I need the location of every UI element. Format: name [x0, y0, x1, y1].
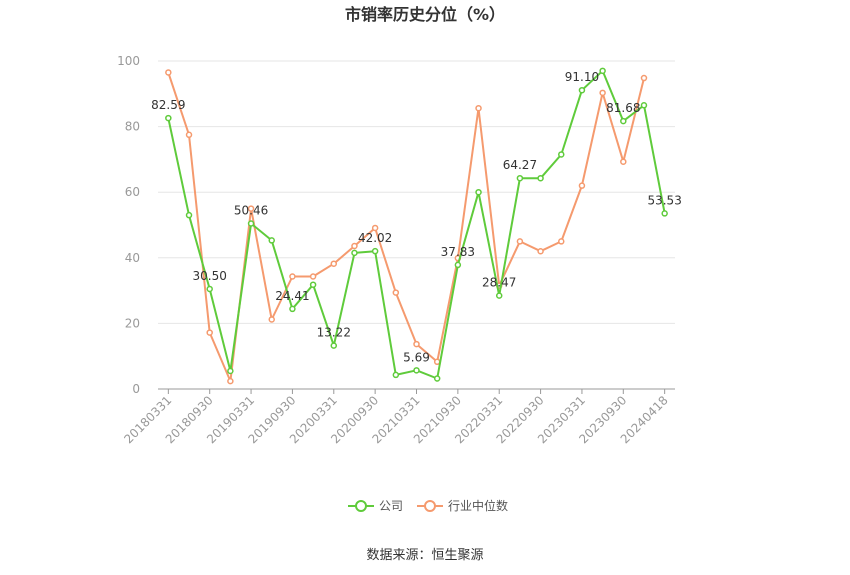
data-point-0 — [558, 151, 565, 158]
y-tick-label: 80 — [125, 120, 140, 134]
data-point-0 — [185, 211, 193, 219]
data-point-0 — [309, 281, 317, 288]
data-point-0 — [206, 285, 213, 293]
data-point-1 — [309, 273, 317, 280]
data-point-0 — [599, 67, 606, 75]
data-point-1 — [227, 377, 234, 385]
legend-item-0[interactable]: 公司 — [348, 499, 403, 513]
data-point-1 — [578, 182, 586, 189]
data-point-1 — [392, 289, 400, 296]
y-tick-label: 20 — [125, 316, 140, 330]
data-label: 13.22 — [317, 326, 351, 340]
data-labels: 82.59 30.50 50.46 24.41 13.22 42.02 5.69 37.83 2… — [151, 70, 682, 364]
legend-marker — [355, 500, 367, 512]
legend[interactable]: 公司 行业中位数 — [348, 498, 508, 513]
data-label: 64.27 — [503, 158, 537, 172]
data-point-0 — [620, 117, 627, 125]
data-point-0 — [578, 86, 586, 94]
data-point-1 — [165, 69, 172, 76]
data-point-1 — [351, 242, 358, 250]
data-label: 28.47 — [482, 276, 516, 290]
data-point-1 — [475, 104, 482, 112]
data-point-1 — [413, 340, 420, 348]
data-label: 30.50 — [193, 269, 227, 283]
y-tick-label: 0 — [132, 382, 140, 396]
data-point-0 — [537, 174, 544, 182]
data-point-0 — [413, 367, 420, 374]
data-point-1 — [558, 238, 565, 245]
series-line-1 — [167, 72, 645, 383]
series-line-0 — [167, 69, 666, 380]
data-point-1 — [640, 74, 648, 82]
y-tick-label: 100 — [117, 54, 140, 68]
data-point-1 — [371, 224, 379, 232]
data-label: 82.59 — [151, 98, 185, 112]
data-label: 24.41 — [275, 289, 309, 303]
source-text: 数据来源：恒生聚源 — [366, 548, 483, 563]
data-point-1 — [620, 158, 627, 165]
data-point-0 — [640, 102, 648, 109]
legend-marker — [424, 500, 436, 512]
data-point-0 — [227, 367, 234, 375]
data-point-1 — [516, 238, 524, 245]
y-tick-label: 60 — [125, 185, 140, 199]
y-tick-label: 40 — [125, 251, 140, 265]
data-label: 53.53 — [647, 193, 681, 207]
data-point-1 — [537, 247, 544, 255]
data-point-0 — [661, 210, 668, 217]
data-point-1 — [206, 329, 213, 336]
data-point-0 — [289, 305, 296, 313]
data-point-1 — [289, 273, 296, 280]
data-label: 42.02 — [358, 231, 392, 245]
data-point-0 — [330, 342, 338, 349]
data-point-0 — [516, 174, 524, 182]
data-point-0 — [495, 292, 503, 299]
data-point-0 — [371, 247, 379, 255]
data-point-1 — [247, 205, 255, 212]
data-point-0 — [351, 249, 358, 257]
legend-label: 行业中位数 — [448, 498, 508, 513]
legend-item-1[interactable]: 行业中位数 — [417, 498, 508, 513]
data-point-0 — [392, 371, 400, 379]
data-point-0 — [454, 261, 462, 269]
data-point-0 — [165, 114, 172, 122]
series-layer — [165, 67, 668, 385]
data-label: 91.10 — [565, 70, 599, 84]
data-point-1 — [268, 316, 275, 323]
legend-label: 公司 — [379, 499, 403, 513]
data-point-1 — [185, 131, 193, 139]
data-point-0 — [433, 375, 441, 382]
chart-title: 市销率历史分位（%） — [345, 5, 505, 24]
data-point-0 — [268, 237, 275, 244]
data-label: 81.68 — [606, 101, 640, 115]
data-label: 5.69 — [403, 350, 430, 364]
grid — [158, 60, 675, 324]
data-point-0 — [247, 220, 255, 227]
data-label: 37.83 — [441, 245, 475, 259]
data-point-1 — [330, 260, 338, 267]
data-label: 50.46 — [234, 203, 268, 217]
data-point-0 — [475, 188, 482, 196]
data-point-1 — [599, 89, 606, 97]
